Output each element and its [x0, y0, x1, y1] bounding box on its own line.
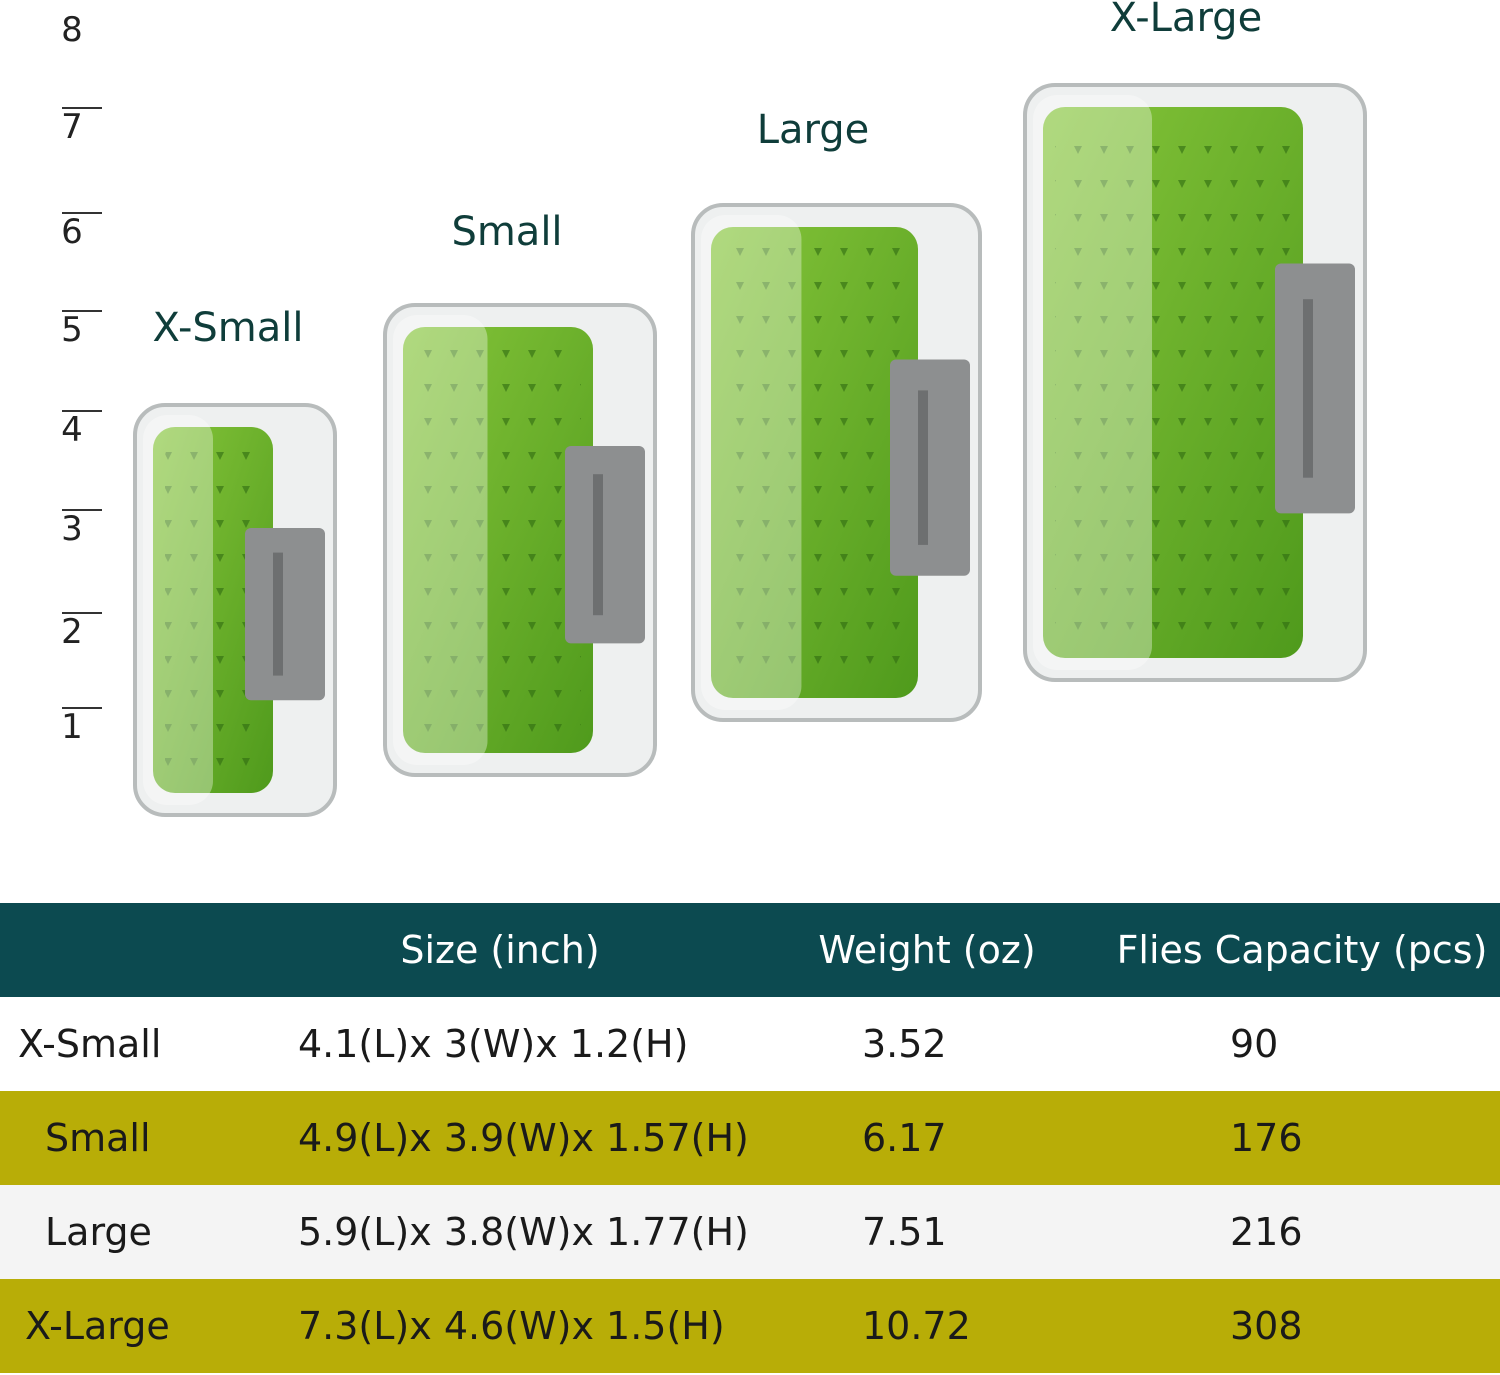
box-glare — [701, 215, 802, 710]
ruler-label: 5 — [61, 310, 83, 350]
ruler-label: 1 — [61, 707, 83, 747]
table-cell: 176 — [1230, 1116, 1303, 1160]
box-glare — [393, 315, 488, 765]
box-label: Large — [757, 107, 870, 153]
box-glare — [1033, 95, 1152, 670]
table-cell: 10.72 — [862, 1304, 971, 1348]
ruler-label: 6 — [61, 212, 83, 252]
box-pattern — [1055, 121, 1291, 644]
box-clasp — [890, 359, 970, 576]
table-header: Size (inch) Weight (oz) Flies Capacity (… — [0, 903, 1500, 997]
box-clasp-slot — [593, 474, 603, 616]
table-row: X-Small 4.1(L)x 3(W)x 1.2(H) 3.52 90 — [0, 997, 1500, 1091]
table-cell: 3.52 — [862, 1022, 947, 1066]
box-glare — [143, 415, 213, 805]
table-cell: Large — [45, 1210, 152, 1254]
table-cell: 4.1(L)x 3(W)x 1.2(H) — [298, 1022, 689, 1066]
box-clasp — [245, 528, 325, 701]
box-pattern — [723, 241, 906, 684]
box-pattern — [165, 441, 261, 779]
box-clasp-slot — [1303, 299, 1313, 478]
ruler-label: 3 — [61, 509, 83, 549]
table-cell: 7.51 — [862, 1210, 947, 1254]
box-clasp-slot — [273, 552, 283, 676]
ruler-label: 7 — [61, 107, 83, 147]
box-label: Small — [451, 209, 562, 255]
table-cell: 6.17 — [862, 1116, 947, 1160]
table-row: Large 5.9(L)x 3.8(W)x 1.77(H) 7.51 216 — [0, 1185, 1500, 1279]
box-clasp — [565, 446, 645, 644]
table-cell: 90 — [1230, 1022, 1279, 1066]
table-cell: Small — [45, 1116, 151, 1160]
box-clasp — [1275, 263, 1355, 514]
ruler-label: 2 — [61, 612, 83, 652]
box-label: X-Large — [1110, 0, 1262, 41]
box-label: X-Small — [153, 305, 304, 351]
ruler-label: 4 — [61, 410, 83, 450]
table-cell: 7.3(L)x 4.6(W)x 1.5(H) — [298, 1304, 725, 1348]
box-pattern — [415, 341, 581, 739]
table-cell: 308 — [1230, 1304, 1303, 1348]
header-cell: Flies Capacity (pcs) — [1116, 928, 1488, 972]
ruler-label: 8 — [61, 10, 83, 50]
header-cell: Size (inch) — [400, 928, 600, 972]
product-illustration: 8 7 6 5 4 3 2 1 X-Small Small Large X-Large — [61, 0, 1367, 817]
table-cell: 216 — [1230, 1210, 1303, 1254]
box-clasp-slot — [918, 390, 928, 545]
header-cell: Weight (oz) — [818, 928, 1036, 972]
table-cell: 5.9(L)x 3.8(W)x 1.77(H) — [298, 1210, 749, 1254]
table-row: Small 4.9(L)x 3.9(W)x 1.57(H) 6.17 176 — [0, 1091, 1500, 1185]
table-cell: X-Large — [25, 1304, 170, 1348]
table-cell: X-Small — [18, 1022, 162, 1066]
table-cell: 4.9(L)x 3.9(W)x 1.57(H) — [298, 1116, 749, 1160]
table-row: X-Large 7.3(L)x 4.6(W)x 1.5(H) 10.72 308 — [0, 1279, 1500, 1373]
